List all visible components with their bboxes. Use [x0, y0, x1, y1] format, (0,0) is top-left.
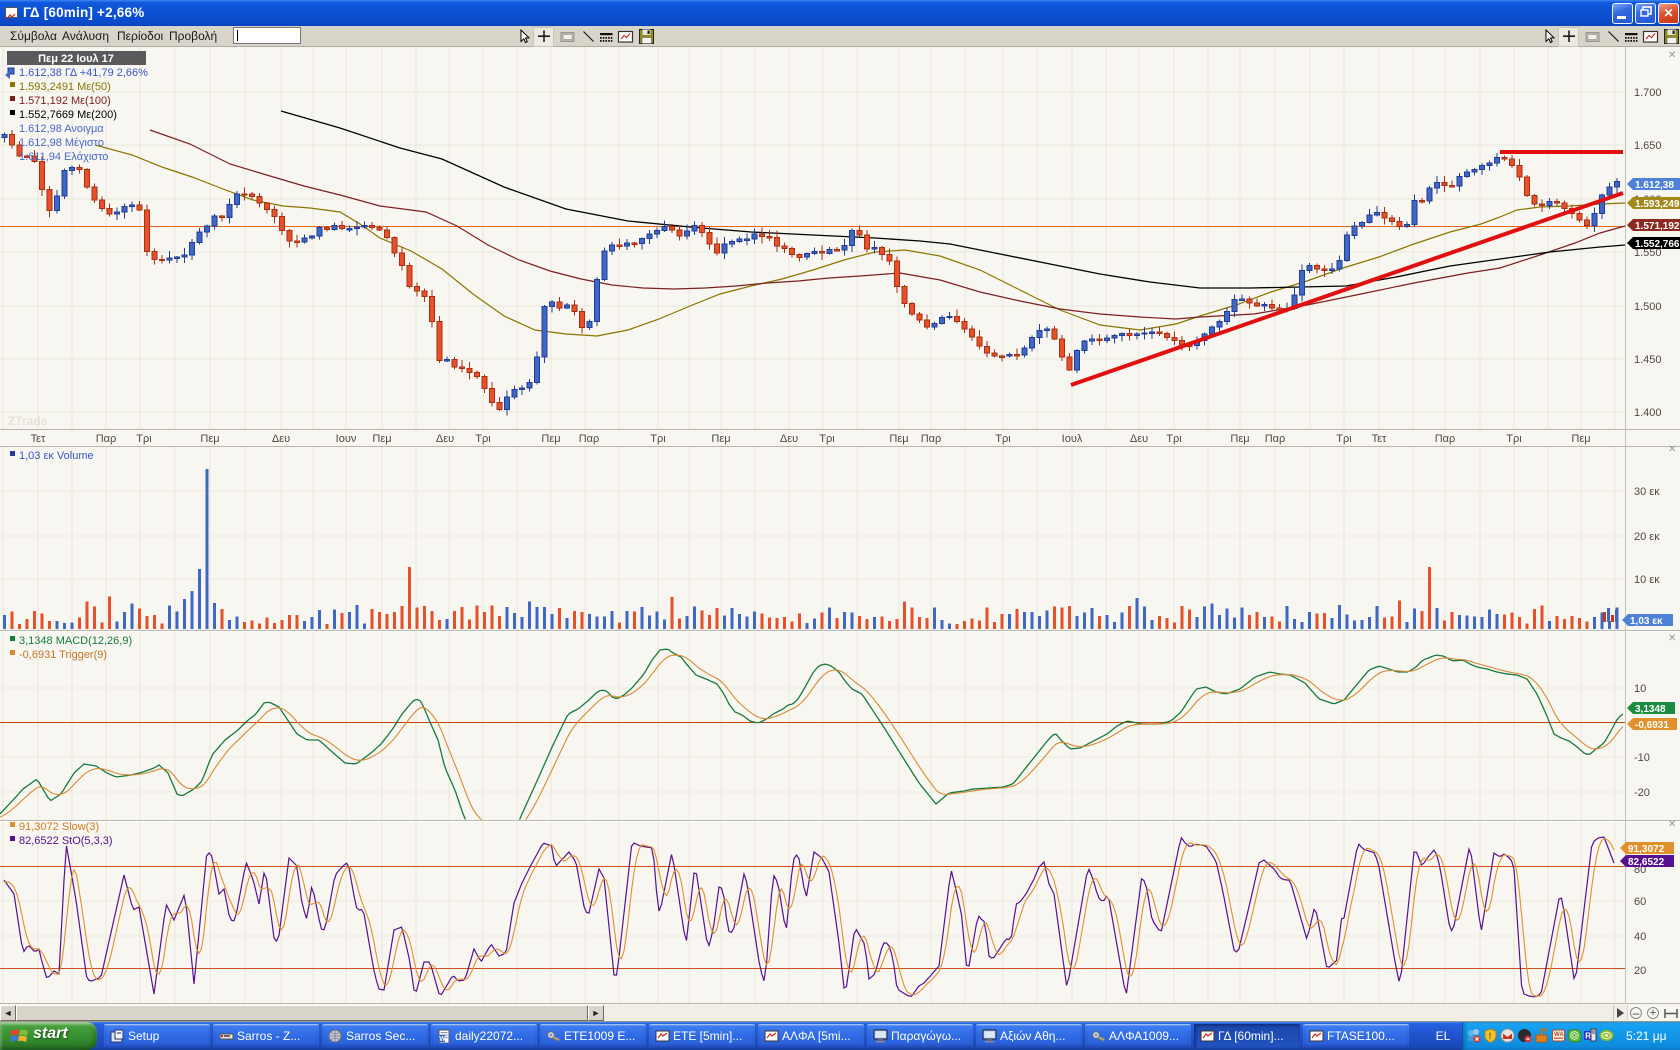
svg-text:Τρι: Τρι — [1506, 433, 1522, 445]
svg-text:1.611,94 Ελάχιστο: 1.611,94 Ελάχιστο — [19, 151, 108, 163]
svg-text:1,03 εκ: 1,03 εκ — [1630, 616, 1663, 627]
svg-text:ZTrade: ZTrade — [8, 414, 48, 428]
svg-text:3,1348 MACD(12,26,9): 3,1348 MACD(12,26,9) — [19, 635, 132, 647]
svg-text:W: W — [439, 1036, 446, 1043]
svg-text:-10: -10 — [1634, 752, 1650, 764]
svg-text:40: 40 — [1634, 931, 1646, 943]
svg-text:Δευ: Δευ — [436, 433, 454, 445]
svg-text:30 εκ: 30 εκ — [1634, 486, 1660, 498]
svg-text:Πεμ: Πεμ — [1230, 433, 1249, 445]
svg-text:Τρι: Τρι — [819, 433, 835, 445]
svg-text:3,1348: 3,1348 — [1635, 704, 1666, 715]
svg-text:Τετ: Τετ — [1372, 433, 1387, 445]
svg-text:WA: WA — [1554, 1032, 1564, 1038]
svg-text:✕: ✕ — [1668, 50, 1676, 61]
svg-text:1.593,2491 Με(50): 1.593,2491 Με(50) — [19, 81, 111, 93]
svg-text:Τρι: Τρι — [650, 433, 666, 445]
svg-text:-0,6931 Trigger(9): -0,6931 Trigger(9) — [19, 649, 107, 661]
svg-text:Τρι: Τρι — [1166, 433, 1182, 445]
svg-text:Παρ: Παρ — [1265, 433, 1286, 445]
svg-text:1.571,192 Με(100): 1.571,192 Με(100) — [19, 95, 111, 107]
svg-text:1.571,192: 1.571,192 — [1635, 221, 1680, 232]
svg-text:Παρ: Παρ — [96, 433, 117, 445]
svg-text:1.612,98 Ανοιγμα: 1.612,98 Ανοιγμα — [19, 123, 104, 135]
svg-text:Ιουν: Ιουν — [336, 433, 357, 445]
svg-text:1,03 εκ Volume: 1,03 εκ Volume — [19, 450, 94, 462]
svg-text:60: 60 — [1634, 896, 1646, 908]
svg-text:Τρι: Τρι — [136, 433, 152, 445]
svg-text:Τετ: Τετ — [31, 433, 46, 445]
svg-text:Πεμ 22 Ιουλ 17: Πεμ 22 Ιουλ 17 — [38, 53, 114, 65]
svg-text:1.552,766: 1.552,766 — [1635, 239, 1680, 250]
svg-text:20 εκ: 20 εκ — [1634, 531, 1660, 543]
svg-text:1.612,38 ΓΔ +41,79 2,66%: 1.612,38 ΓΔ +41,79 2,66% — [19, 67, 148, 79]
svg-text:Πεμ: Πεμ — [889, 433, 908, 445]
svg-text:1.500: 1.500 — [1634, 301, 1662, 313]
svg-text:91,3072: 91,3072 — [1628, 844, 1665, 855]
svg-text:1.700: 1.700 — [1634, 87, 1662, 99]
svg-text:!: ! — [1489, 1031, 1492, 1041]
svg-text:1.612,98 Μέγιστο: 1.612,98 Μέγιστο — [19, 137, 104, 149]
svg-text:91,3072 Slow(3): 91,3072 Slow(3) — [19, 821, 99, 833]
svg-text:Τρι: Τρι — [475, 433, 491, 445]
svg-text:82,6522: 82,6522 — [1628, 857, 1665, 868]
svg-text:1.593,249: 1.593,249 — [1635, 199, 1680, 210]
svg-text:Πεμ: Πεμ — [200, 433, 219, 445]
svg-text:✕: ✕ — [1668, 444, 1676, 455]
svg-text:✕: ✕ — [1668, 819, 1676, 830]
svg-text:Τρι: Τρι — [995, 433, 1011, 445]
svg-text:Δευ: Δευ — [780, 433, 798, 445]
svg-text:1.400: 1.400 — [1634, 407, 1662, 419]
svg-text:10 εκ: 10 εκ — [1634, 574, 1660, 586]
svg-text:✕: ✕ — [1668, 633, 1676, 644]
svg-text:Τρι: Τρι — [1336, 433, 1352, 445]
svg-text:Πεμ: Πεμ — [372, 433, 391, 445]
svg-text:Παρ: Παρ — [579, 433, 600, 445]
svg-text:-20: -20 — [1634, 787, 1650, 799]
svg-text:Πεμ: Πεμ — [541, 433, 560, 445]
svg-text:20: 20 — [1634, 965, 1646, 977]
svg-text:-0,6931: -0,6931 — [1635, 720, 1669, 731]
svg-text:Ιουλ: Ιουλ — [1062, 433, 1083, 445]
svg-text:82,6522 StO(5,3,3): 82,6522 StO(5,3,3) — [19, 835, 113, 847]
svg-text:1.550: 1.550 — [1634, 247, 1662, 259]
svg-text:R: R — [1585, 1032, 1591, 1041]
svg-text:1.612,38: 1.612,38 — [1635, 180, 1674, 191]
svg-text:Παρ: Παρ — [1435, 433, 1456, 445]
svg-text:1.650: 1.650 — [1634, 140, 1662, 152]
svg-text:Πεμ: Πεμ — [1571, 433, 1590, 445]
svg-text:Πεμ: Πεμ — [711, 433, 730, 445]
svg-text:1.450: 1.450 — [1634, 354, 1662, 366]
svg-text:Παρ: Παρ — [921, 433, 942, 445]
svg-text:10: 10 — [1634, 683, 1646, 695]
svg-text:Δευ: Δευ — [272, 433, 290, 445]
svg-text:Δευ: Δευ — [1130, 433, 1148, 445]
svg-text:1.552,7669 Με(200): 1.552,7669 Με(200) — [19, 109, 117, 121]
